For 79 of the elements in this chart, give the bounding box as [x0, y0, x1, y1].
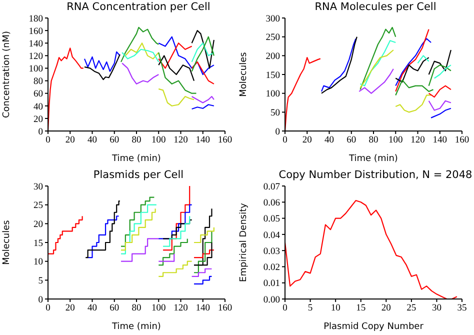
x-tick-label: 140 — [196, 136, 210, 146]
x-tick-label: 80 — [368, 136, 378, 146]
x-tick-label: 120 — [174, 136, 188, 146]
x-tick-label: 100 — [152, 303, 166, 314]
y-tick-label: 140 — [28, 39, 44, 50]
y-tick-label: 0.04 — [263, 230, 280, 240]
y-tick-label: 0 — [38, 294, 44, 305]
x-tick-label: 30 — [432, 303, 442, 314]
x-tick-label: 20 — [302, 136, 312, 146]
y-tick-label: 20 — [34, 220, 44, 230]
y-tick-label: 0 — [38, 127, 44, 138]
y-axis-title: Empirical Density — [239, 202, 250, 282]
x-tick-label: 60 — [346, 136, 356, 146]
chart-title: RNA Molecules per Cell — [314, 0, 438, 14]
y-tick-label: 5 — [38, 276, 44, 286]
x-tick-label: 25 — [406, 303, 416, 314]
chart-title: Copy Number Distribution, N = 2048 — [278, 168, 474, 182]
y-tick-label: 0.07 — [263, 182, 280, 192]
x-tick-label: 120 — [174, 303, 188, 314]
y-tick-label: 0.05 — [263, 214, 280, 224]
x-tick-label: 5 — [308, 303, 313, 314]
y-tick-label: 0.00 — [263, 294, 280, 305]
x-tick-label: 0 — [46, 303, 51, 314]
y-tick-label: 80 — [34, 77, 44, 88]
x-tick-label: 80 — [132, 136, 142, 146]
y-tick-label: 10 — [34, 257, 44, 268]
y-tick-label: 20 — [34, 114, 44, 125]
x-axis-title: Time (min) — [348, 154, 398, 164]
x-tick-label: 40 — [88, 303, 98, 314]
y-tick-label: 150 — [266, 70, 280, 81]
y-tick-label: 0.02 — [263, 262, 280, 273]
y-tick-label: 300 — [266, 14, 280, 24]
x-tick-label: 140 — [432, 136, 448, 146]
y-axis-title: Molecules — [239, 52, 250, 97]
x-tick-label: 60 — [110, 136, 120, 146]
x-tick-label: 20 — [65, 136, 76, 146]
y-tick-label: 0.03 — [263, 246, 280, 256]
x-tick-label: 15 — [356, 303, 366, 314]
x-tick-label: 60 — [110, 303, 120, 314]
y-tick-label: 50 — [270, 108, 280, 119]
y-tick-label: 25 — [34, 200, 44, 211]
x-axis-title: Time (min) — [111, 322, 161, 332]
x-tick-label: 0 — [46, 136, 51, 146]
y-tick-label: 40 — [34, 102, 44, 112]
y-tick-label: 180 — [28, 14, 44, 24]
x-tick-label: 140 — [196, 303, 210, 314]
x-tick-label: 40 — [88, 136, 98, 146]
y-axis-title: Concentration (nM) — [2, 30, 12, 118]
x-tick-label: 0 — [282, 303, 288, 314]
x-tick-label: 100 — [152, 136, 166, 146]
x-tick-label: 20 — [381, 303, 392, 314]
y-tick-label: 60 — [34, 90, 44, 100]
y-tick-label: 200 — [266, 52, 280, 62]
x-tick-label: 0 — [282, 136, 288, 146]
x-axis-title: Plasmid Copy Number — [324, 322, 424, 332]
y-tick-label: 0.06 — [263, 198, 280, 208]
x-tick-label: 160 — [454, 136, 470, 146]
y-tick-label: 250 — [266, 33, 280, 44]
x-tick-label: 160 — [218, 136, 232, 146]
y-tick-label: 100 — [266, 90, 280, 100]
x-tick-label: 120 — [410, 136, 426, 146]
y-axis-title: Molecules — [2, 219, 12, 264]
y-tick-label: 0 — [275, 127, 280, 138]
chart-title: RNA Concentration per Cell — [66, 0, 212, 14]
y-tick-label: 100 — [28, 64, 44, 75]
y-tick-label: 160 — [28, 26, 44, 37]
x-tick-label: 100 — [388, 136, 403, 146]
y-tick-label: 30 — [34, 182, 44, 192]
x-axis-title: Time (min) — [111, 154, 161, 164]
y-tick-label: 120 — [28, 52, 44, 62]
chart-title: Plasmids per Cell — [92, 168, 185, 182]
x-tick-label: 160 — [218, 303, 232, 314]
x-tick-label: 35 — [457, 303, 467, 314]
y-tick-label: 15 — [34, 238, 44, 248]
x-tick-label: 80 — [132, 303, 142, 314]
x-tick-label: 40 — [324, 136, 334, 146]
y-tick-label: 0.01 — [263, 278, 280, 289]
x-tick-label: 20 — [65, 303, 76, 314]
x-tick-label: 10 — [330, 303, 341, 314]
